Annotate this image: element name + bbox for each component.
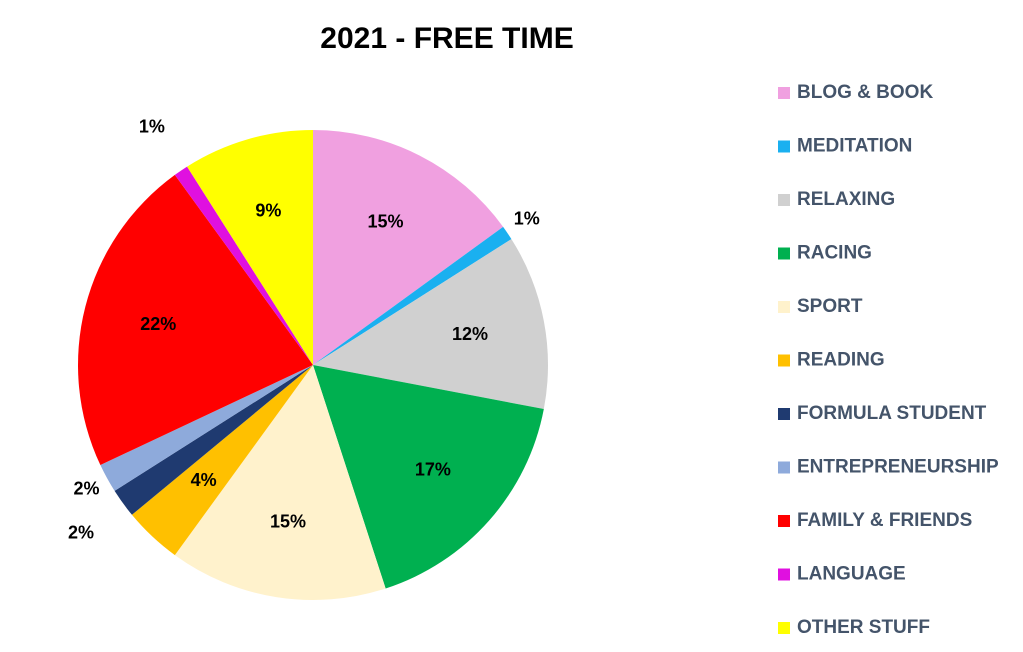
legend-label: OTHER STUFF [797, 617, 930, 638]
legend-label: FAMILY & FRIENDS [797, 510, 972, 531]
pie-slice [174, 166, 313, 365]
pie-slice [100, 365, 313, 491]
legend-label: MEDITATION [797, 136, 912, 157]
data-label: 22% [140, 314, 176, 334]
legend-label: READING [797, 350, 885, 371]
data-label: 1% [139, 117, 165, 137]
data-label: 2% [73, 478, 99, 498]
legend-swatch [778, 87, 790, 99]
data-label: 2% [68, 522, 94, 542]
data-label: 1% [514, 208, 540, 228]
legend-swatch [778, 354, 790, 367]
legend-swatch [778, 140, 790, 153]
pie-slice [187, 130, 313, 365]
legend-swatch [778, 515, 790, 527]
legend-swatch [778, 301, 790, 313]
pie-slice [313, 239, 548, 410]
legend-label: ENTREPRENEURSHIP [797, 457, 999, 478]
pie-slice [131, 365, 313, 556]
legend-swatch [778, 622, 790, 634]
legend-label: RELAXING [797, 189, 895, 210]
legend-swatch [778, 568, 790, 581]
pie-slice [114, 365, 313, 515]
chart-title: 2021 - FREE TIME [320, 22, 573, 55]
legend-swatch [778, 461, 790, 474]
data-label: 15% [270, 512, 306, 532]
data-label: 12% [452, 324, 488, 344]
data-label: 4% [191, 470, 217, 490]
data-label: 17% [415, 459, 451, 479]
pie-slice [313, 365, 544, 589]
legend-label: LANGUAGE [797, 564, 906, 585]
legend-swatch [778, 247, 790, 260]
legend-label: BLOG & BOOK [797, 82, 933, 103]
data-label: 15% [368, 211, 404, 231]
legend-label: FORMULA STUDENT [797, 403, 987, 424]
pie-slice [77, 174, 313, 466]
legend-label: SPORT [797, 296, 863, 317]
data-label: 9% [255, 200, 281, 220]
legend-label: RACING [797, 243, 872, 264]
pie-slice [174, 365, 386, 600]
legend-swatch [778, 408, 790, 420]
pie-slice [313, 130, 504, 365]
pie-slice [313, 226, 512, 365]
legend-swatch [778, 194, 790, 206]
